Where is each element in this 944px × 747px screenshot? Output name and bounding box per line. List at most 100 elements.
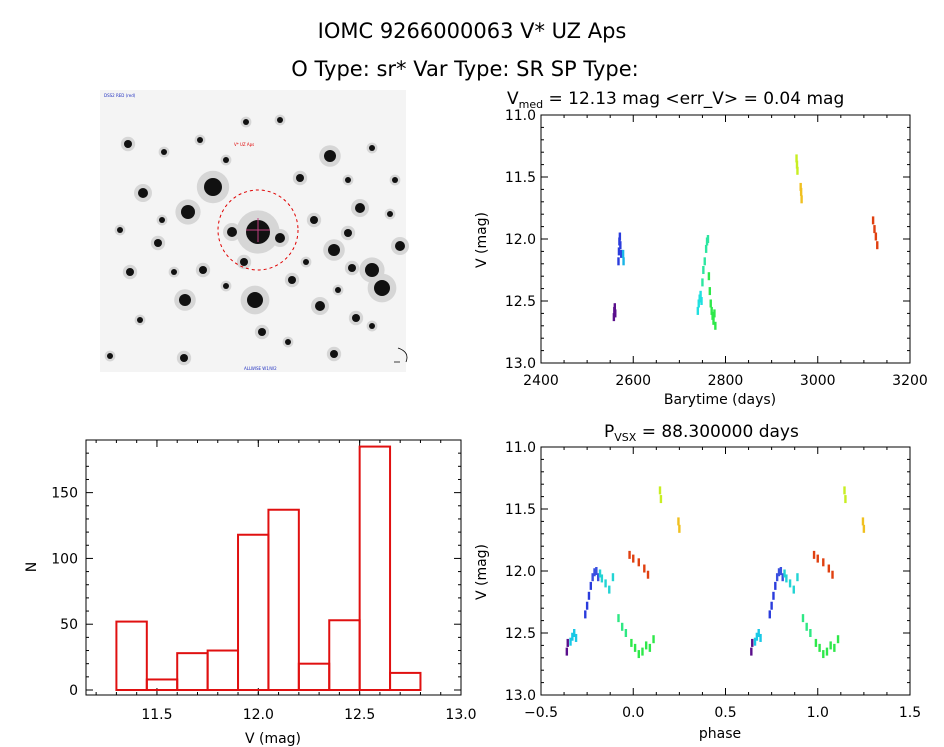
phase-point bbox=[812, 550, 816, 559]
lc-point bbox=[713, 309, 716, 318]
phase-point bbox=[630, 638, 633, 647]
phase-point bbox=[862, 524, 866, 533]
phase-point bbox=[604, 579, 607, 588]
phase-point bbox=[600, 574, 604, 583]
phase-point bbox=[785, 574, 788, 583]
star bbox=[328, 244, 340, 256]
phase-point bbox=[677, 517, 680, 526]
phase-point bbox=[825, 647, 829, 656]
lc-xtick-label: 3000 bbox=[800, 373, 836, 389]
phase-xtick-label: 1.5 bbox=[899, 705, 921, 721]
phase-point bbox=[755, 632, 759, 641]
lc-xtick-label: 2400 bbox=[523, 373, 559, 389]
lc-point bbox=[697, 299, 700, 308]
phase-point bbox=[658, 486, 662, 495]
phase-point bbox=[781, 573, 784, 582]
phase-point bbox=[753, 637, 757, 646]
target-circle bbox=[217, 189, 299, 271]
phase-point bbox=[587, 591, 591, 600]
lc-ytick-label: 13.0 bbox=[505, 356, 536, 372]
hist-bar bbox=[389, 671, 422, 691]
hist-xtick-label: 11.5 bbox=[141, 707, 172, 723]
phase-point bbox=[659, 495, 663, 504]
phase-point bbox=[818, 643, 821, 652]
star bbox=[348, 264, 356, 272]
star-field bbox=[104, 114, 409, 366]
phase-point bbox=[801, 614, 805, 623]
star bbox=[288, 276, 296, 284]
star bbox=[345, 177, 351, 183]
star bbox=[303, 259, 309, 265]
phase-point bbox=[632, 554, 635, 563]
lc-point bbox=[614, 309, 617, 318]
phase-point bbox=[637, 558, 640, 567]
lc-point bbox=[874, 232, 878, 241]
phase-point bbox=[768, 610, 771, 619]
lc-point bbox=[795, 154, 798, 163]
histogram-panel: 11.5 12.0 12.5 13.0 0 50 100 150 V (mag) N bbox=[24, 439, 477, 747]
lc-xtick-label: 3200 bbox=[892, 373, 928, 389]
phase-point bbox=[617, 614, 620, 623]
hist-ytick-label: 50 bbox=[60, 617, 78, 633]
star bbox=[197, 137, 203, 143]
star bbox=[247, 292, 263, 308]
phase-point bbox=[637, 650, 640, 659]
star bbox=[117, 227, 123, 233]
hist-bars bbox=[115, 445, 422, 692]
phase-point bbox=[779, 567, 783, 575]
star bbox=[392, 177, 398, 183]
phase-point bbox=[589, 581, 593, 590]
hist-xtick-label: 12.0 bbox=[243, 707, 274, 723]
lc-point bbox=[711, 311, 714, 320]
star bbox=[223, 157, 229, 163]
hist-bar bbox=[145, 678, 179, 692]
star bbox=[243, 119, 249, 125]
phase-point bbox=[643, 564, 646, 573]
lc-ytick-label: 11.0 bbox=[505, 108, 536, 124]
lc-points bbox=[612, 154, 879, 330]
phase-point bbox=[584, 610, 587, 619]
star bbox=[369, 145, 375, 151]
lc-xtick-label: 2800 bbox=[708, 373, 744, 389]
compass-glyph bbox=[394, 347, 408, 363]
phase-point bbox=[598, 569, 602, 578]
star bbox=[387, 211, 393, 217]
hist-xlabel: V (mag) bbox=[245, 731, 301, 747]
hist-bar bbox=[267, 508, 300, 691]
phase-point bbox=[822, 650, 825, 659]
phase-title: PVSX = 88.300000 days bbox=[604, 422, 799, 444]
phase-point bbox=[750, 647, 753, 656]
lc-point bbox=[799, 187, 803, 196]
phase-point bbox=[805, 622, 808, 631]
star bbox=[315, 301, 325, 311]
star bbox=[277, 117, 283, 123]
hist-ytick-label: 100 bbox=[51, 551, 78, 567]
phase-point bbox=[792, 585, 795, 594]
phase-point bbox=[783, 569, 786, 578]
hist-axes: 11.5 12.0 12.5 13.0 0 50 100 150 bbox=[51, 440, 477, 723]
phase-point bbox=[836, 635, 840, 644]
star bbox=[124, 140, 132, 148]
hist-xtick-label: 13.0 bbox=[445, 707, 476, 723]
lc-point bbox=[702, 266, 705, 274]
phase-point bbox=[596, 573, 600, 582]
phase-point bbox=[652, 635, 655, 644]
lc-point bbox=[709, 299, 712, 308]
phase-point bbox=[595, 567, 598, 575]
lc-point bbox=[699, 290, 702, 299]
lc-point bbox=[622, 257, 625, 266]
star bbox=[227, 227, 237, 237]
image-target-label: V* UZ Aps bbox=[234, 142, 254, 147]
lc-point bbox=[700, 297, 703, 305]
star bbox=[240, 258, 248, 266]
hist-bar bbox=[237, 533, 270, 691]
phase-point bbox=[751, 638, 754, 647]
star bbox=[138, 188, 148, 198]
lc-point bbox=[710, 306, 713, 315]
phase-point bbox=[591, 573, 594, 582]
hist-ylabel: N bbox=[24, 562, 40, 572]
lc-point bbox=[613, 303, 616, 312]
lc-title: Vmed = 12.13 mag <err_V> = 0.04 mag bbox=[507, 89, 844, 111]
phase-ylabel: V (mag) bbox=[474, 544, 490, 600]
